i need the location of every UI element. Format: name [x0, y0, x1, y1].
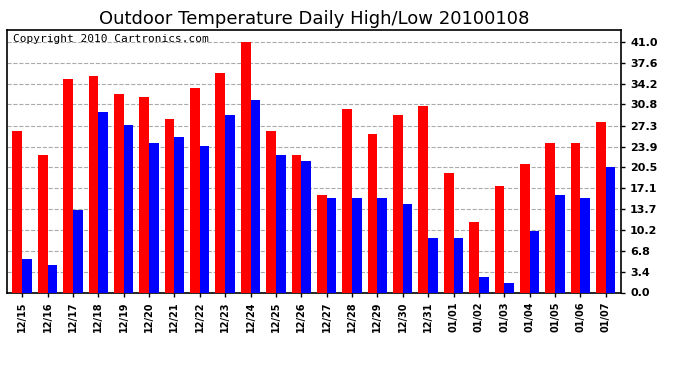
Bar — [241, 42, 250, 292]
Bar — [606, 167, 615, 292]
Bar — [317, 195, 326, 292]
Bar — [469, 222, 479, 292]
Bar — [149, 143, 159, 292]
Bar — [215, 73, 225, 292]
Bar — [520, 164, 530, 292]
Bar — [403, 204, 413, 292]
Bar — [200, 146, 209, 292]
Bar — [38, 155, 48, 292]
Bar — [580, 198, 590, 292]
Bar — [12, 131, 22, 292]
Bar — [190, 88, 200, 292]
Bar — [530, 231, 540, 292]
Bar — [504, 284, 514, 292]
Bar — [114, 94, 124, 292]
Bar — [555, 195, 564, 292]
Bar — [63, 79, 73, 292]
Bar — [175, 137, 184, 292]
Bar — [495, 186, 504, 292]
Bar — [165, 118, 175, 292]
Bar — [377, 198, 387, 292]
Bar — [266, 131, 276, 292]
Bar — [302, 161, 311, 292]
Bar — [276, 155, 286, 292]
Bar — [139, 97, 149, 292]
Bar — [124, 124, 133, 292]
Bar — [393, 116, 403, 292]
Bar — [571, 143, 580, 292]
Bar — [98, 112, 108, 292]
Bar — [225, 116, 235, 292]
Bar — [352, 198, 362, 292]
Title: Outdoor Temperature Daily High/Low 20100108: Outdoor Temperature Daily High/Low 20100… — [99, 10, 529, 28]
Bar — [326, 198, 336, 292]
Bar — [453, 237, 463, 292]
Bar — [428, 237, 437, 292]
Bar — [73, 210, 83, 292]
Bar — [596, 122, 606, 292]
Bar — [22, 259, 32, 292]
Text: Copyright 2010 Cartronics.com: Copyright 2010 Cartronics.com — [13, 34, 209, 44]
Bar — [444, 174, 453, 292]
Bar — [250, 100, 260, 292]
Bar — [368, 134, 377, 292]
Bar — [48, 265, 57, 292]
Bar — [88, 76, 98, 292]
Bar — [479, 277, 489, 292]
Bar — [419, 106, 428, 292]
Bar — [292, 155, 302, 292]
Bar — [545, 143, 555, 292]
Bar — [342, 110, 352, 292]
